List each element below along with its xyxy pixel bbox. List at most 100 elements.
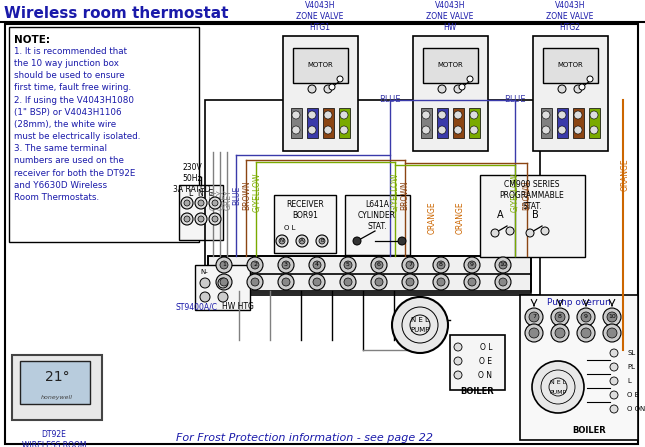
Circle shape xyxy=(529,328,539,338)
Bar xyxy=(195,265,250,310)
Text: N: N xyxy=(280,239,284,244)
Circle shape xyxy=(282,278,290,286)
Bar xyxy=(450,335,505,390)
Text: 10: 10 xyxy=(608,315,616,320)
Circle shape xyxy=(610,363,618,371)
Circle shape xyxy=(577,324,595,342)
Text: SL: SL xyxy=(627,350,635,356)
Circle shape xyxy=(454,85,462,93)
Circle shape xyxy=(181,213,193,225)
Bar xyxy=(307,108,318,138)
Text: BROWN: BROWN xyxy=(243,180,252,210)
Circle shape xyxy=(278,257,294,273)
Circle shape xyxy=(340,274,356,290)
Text: G/YELLOW: G/YELLOW xyxy=(510,172,519,212)
Text: BLUE: BLUE xyxy=(232,186,241,205)
Circle shape xyxy=(308,126,316,134)
Bar xyxy=(208,256,531,275)
Circle shape xyxy=(438,111,446,119)
Text: 7: 7 xyxy=(408,262,412,267)
Text: V4043H
ZONE VALVE
HW: V4043H ZONE VALVE HW xyxy=(426,1,473,32)
Circle shape xyxy=(574,111,582,119)
Circle shape xyxy=(525,324,543,342)
Text: O N: O N xyxy=(478,371,492,380)
Circle shape xyxy=(551,308,569,326)
Text: GREY: GREY xyxy=(217,190,226,210)
Text: G/YELLOW: G/YELLOW xyxy=(390,172,399,212)
Circle shape xyxy=(587,76,593,82)
Circle shape xyxy=(402,274,418,290)
Circle shape xyxy=(218,278,228,288)
Bar xyxy=(520,295,638,440)
Text: RECEIVER
BOR91: RECEIVER BOR91 xyxy=(286,200,324,220)
Text: BOILER: BOILER xyxy=(460,387,494,396)
Circle shape xyxy=(422,126,430,134)
Text: O L: O L xyxy=(284,225,295,231)
Text: MOTOR: MOTOR xyxy=(307,62,333,68)
Circle shape xyxy=(279,238,285,244)
Text: BOILER: BOILER xyxy=(572,426,606,435)
Circle shape xyxy=(200,278,210,288)
Circle shape xyxy=(406,278,414,286)
Circle shape xyxy=(398,237,406,245)
Bar xyxy=(205,100,540,295)
Circle shape xyxy=(309,257,325,273)
Bar xyxy=(557,108,568,138)
Text: 4: 4 xyxy=(315,262,319,267)
Circle shape xyxy=(200,292,210,302)
Text: N-: N- xyxy=(200,269,208,275)
Text: PUMP: PUMP xyxy=(410,327,430,333)
Text: N E L: N E L xyxy=(550,380,566,385)
Circle shape xyxy=(581,312,591,322)
Bar xyxy=(589,108,600,138)
Circle shape xyxy=(247,257,263,273)
Circle shape xyxy=(184,216,190,222)
Text: O ON: O ON xyxy=(627,406,645,412)
Text: V4043H
ZONE VALVE
HTG1: V4043H ZONE VALVE HTG1 xyxy=(296,1,344,32)
Circle shape xyxy=(438,85,446,93)
Circle shape xyxy=(422,111,430,119)
Text: DT92E
WIRELESS ROOM
THERMOSTAT: DT92E WIRELESS ROOM THERMOSTAT xyxy=(22,430,86,447)
Circle shape xyxy=(340,111,348,119)
Text: G/YELLOW: G/YELLOW xyxy=(252,172,261,212)
Text: ST9400A/C: ST9400A/C xyxy=(176,302,218,311)
Circle shape xyxy=(292,126,300,134)
Text: ORANGE: ORANGE xyxy=(455,202,464,234)
Bar xyxy=(12,355,102,420)
Text: 5: 5 xyxy=(346,262,350,267)
Circle shape xyxy=(251,278,259,286)
Circle shape xyxy=(499,278,507,286)
Circle shape xyxy=(375,278,383,286)
Circle shape xyxy=(607,312,617,322)
Bar xyxy=(480,175,585,257)
Circle shape xyxy=(464,257,480,273)
Text: O E: O E xyxy=(479,357,492,366)
Bar xyxy=(339,108,350,138)
Text: B: B xyxy=(531,210,539,220)
Bar xyxy=(541,108,552,138)
Circle shape xyxy=(198,216,204,222)
Circle shape xyxy=(340,126,348,134)
Text: N E L: N E L xyxy=(411,317,429,323)
Circle shape xyxy=(558,126,566,134)
Circle shape xyxy=(491,229,499,237)
Circle shape xyxy=(195,213,207,225)
Text: 21°: 21° xyxy=(45,370,69,384)
Circle shape xyxy=(247,274,263,290)
Bar xyxy=(345,195,410,255)
Circle shape xyxy=(353,237,361,245)
Circle shape xyxy=(392,297,448,353)
Circle shape xyxy=(437,278,445,286)
Bar xyxy=(437,108,448,138)
Text: CM900 SERIES
PROGRAMMABLE
STAT.: CM900 SERIES PROGRAMMABLE STAT. xyxy=(500,180,564,211)
Circle shape xyxy=(308,111,316,119)
Circle shape xyxy=(437,261,445,269)
Circle shape xyxy=(495,257,511,273)
Text: 7: 7 xyxy=(532,315,536,320)
Text: 8: 8 xyxy=(558,315,562,320)
Circle shape xyxy=(195,197,207,209)
Circle shape xyxy=(529,312,539,322)
Circle shape xyxy=(337,76,343,82)
Circle shape xyxy=(555,312,565,322)
Text: 6: 6 xyxy=(377,262,381,267)
